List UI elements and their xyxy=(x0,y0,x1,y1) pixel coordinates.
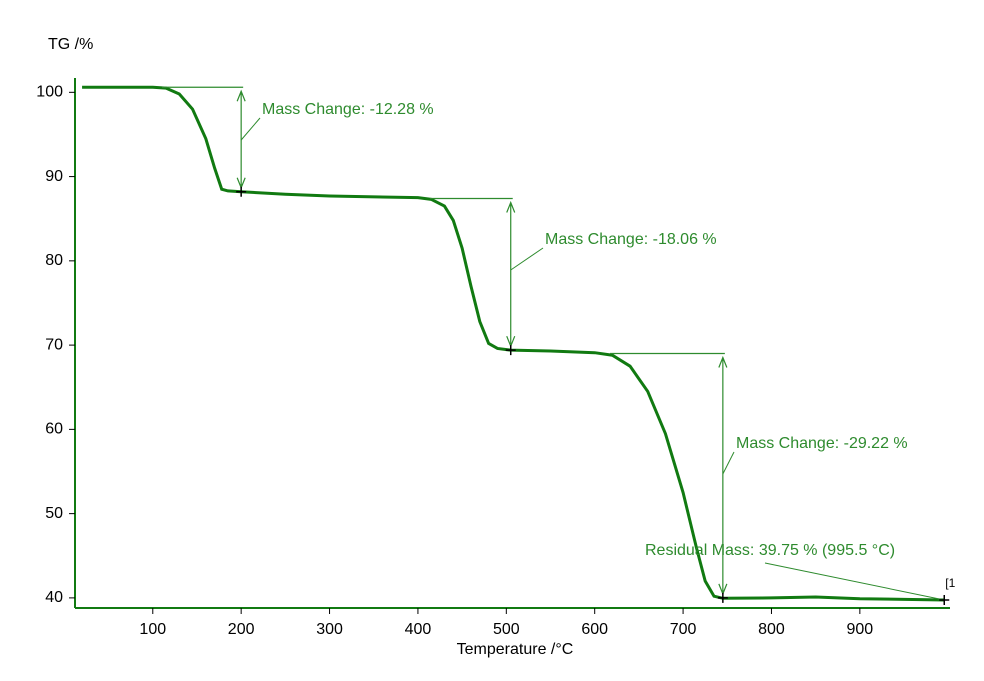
marker xyxy=(717,592,728,603)
marker xyxy=(939,594,950,605)
y-tick-label: 90 xyxy=(45,168,63,185)
leader-line xyxy=(722,451,735,475)
x-tick-label: 800 xyxy=(758,621,785,638)
residual-label: Residual Mass: 39.75 % (995.5 °C) xyxy=(645,542,895,559)
x-tick-label: 900 xyxy=(846,621,873,638)
marker xyxy=(505,345,516,356)
y-tick-label: 70 xyxy=(45,336,63,353)
x-tick-label: 500 xyxy=(493,621,520,638)
curve-label: [1 xyxy=(945,576,955,590)
x-axis-label: Temperature /°C xyxy=(457,641,574,658)
y-tick-label: 40 xyxy=(45,589,63,606)
y-tick-label: 80 xyxy=(45,252,63,269)
x-tick-label: 400 xyxy=(405,621,432,638)
leader-line xyxy=(764,562,945,601)
marker xyxy=(236,186,247,197)
y-tick-label: 60 xyxy=(45,421,63,438)
mass-change-label: Mass Change: -12.28 % xyxy=(262,101,434,118)
y-axis-label: TG /% xyxy=(48,36,93,53)
mass-change-label: Mass Change: -29.22 % xyxy=(736,435,908,452)
x-tick-label: 100 xyxy=(139,621,166,638)
y-tick-label: 50 xyxy=(45,505,63,522)
x-tick-label: 200 xyxy=(228,621,255,638)
y-tick-label: 100 xyxy=(36,84,63,101)
leader-line xyxy=(510,247,544,271)
x-tick-label: 600 xyxy=(581,621,608,638)
mass-change-label: Mass Change: -18.06 % xyxy=(545,231,717,248)
leader-line xyxy=(240,117,261,141)
tg-curve xyxy=(82,85,945,602)
x-tick-label: 700 xyxy=(670,621,697,638)
x-tick-label: 300 xyxy=(316,621,343,638)
